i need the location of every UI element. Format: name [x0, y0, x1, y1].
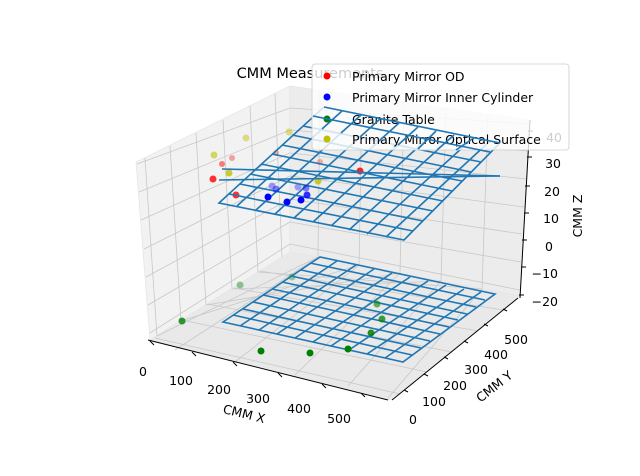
x-tick-100: 100: [169, 373, 193, 388]
z-tick-30: 30: [545, 156, 561, 171]
legend-label: Primary Mirror OD: [352, 69, 465, 84]
x-tick-500: 500: [327, 411, 351, 426]
y-tick-labels: 0 100 200 300 400 500: [409, 332, 528, 427]
legend-item: Granite Table: [323, 112, 435, 127]
z-tick-neg20: −20: [532, 294, 558, 309]
y-tick-200: 200: [443, 378, 467, 393]
upper-plane-overlay: [312, 106, 501, 153]
z-tick-10: 10: [543, 211, 559, 226]
x-tick-0: 0: [139, 364, 147, 379]
legend-item: Primary Mirror Inner Cylinder: [323, 90, 534, 105]
legend-marker-icon: [323, 93, 331, 101]
z-tick-labels: −20 −10 0 10 20 30 40: [532, 130, 562, 309]
y-tick-300: 300: [464, 362, 488, 377]
z-tick-0: 0: [545, 239, 553, 254]
legend-marker-icon: [323, 135, 331, 143]
y-tick-500: 500: [504, 332, 528, 347]
lower-plane-wireframe: [221, 256, 497, 363]
x-tick-200: 200: [207, 382, 231, 397]
scatter-inner-cylinder: [264, 184, 311, 206]
x-tick-labels: 0 100 200 300 400 500: [139, 364, 351, 426]
legend: Primary Mirror OD Primary Mirror Inner C…: [311, 63, 570, 151]
z-tick-neg10: −10: [532, 266, 558, 281]
y-tick-0: 0: [409, 412, 417, 427]
z-tick-20: 20: [544, 184, 560, 199]
legend-label: Primary Mirror Inner Cylinder: [352, 90, 534, 105]
scatter-granite: [178, 300, 386, 357]
y-tick-400: 400: [484, 347, 508, 362]
legend-label: Granite Table: [352, 112, 435, 127]
z-axis-label: CMM Z: [570, 195, 585, 238]
x-tick-400: 400: [287, 401, 311, 416]
x-tick-300: 300: [246, 391, 270, 406]
legend-item: Primary Mirror OD: [323, 69, 465, 84]
legend-marker-icon: [323, 72, 331, 80]
y-tick-100: 100: [422, 394, 446, 409]
tick-marks: [149, 130, 533, 398]
